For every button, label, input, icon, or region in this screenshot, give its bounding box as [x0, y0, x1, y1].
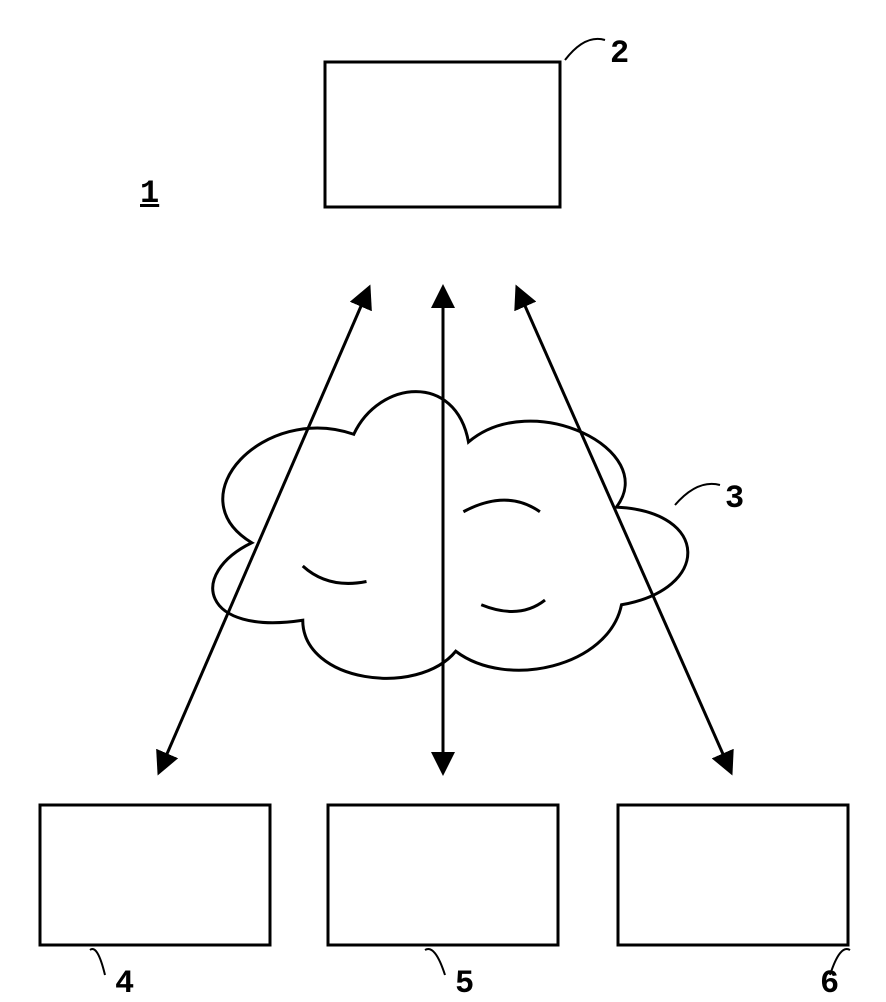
- node-label-5: 5: [455, 965, 474, 1002]
- node-label-3: 3: [725, 480, 744, 517]
- network-diagram: [0, 0, 886, 1000]
- node-label-6: 6: [820, 965, 839, 1002]
- figure-label: 1: [140, 175, 159, 212]
- node-label-4: 4: [115, 965, 134, 1002]
- node-label-2: 2: [610, 35, 629, 72]
